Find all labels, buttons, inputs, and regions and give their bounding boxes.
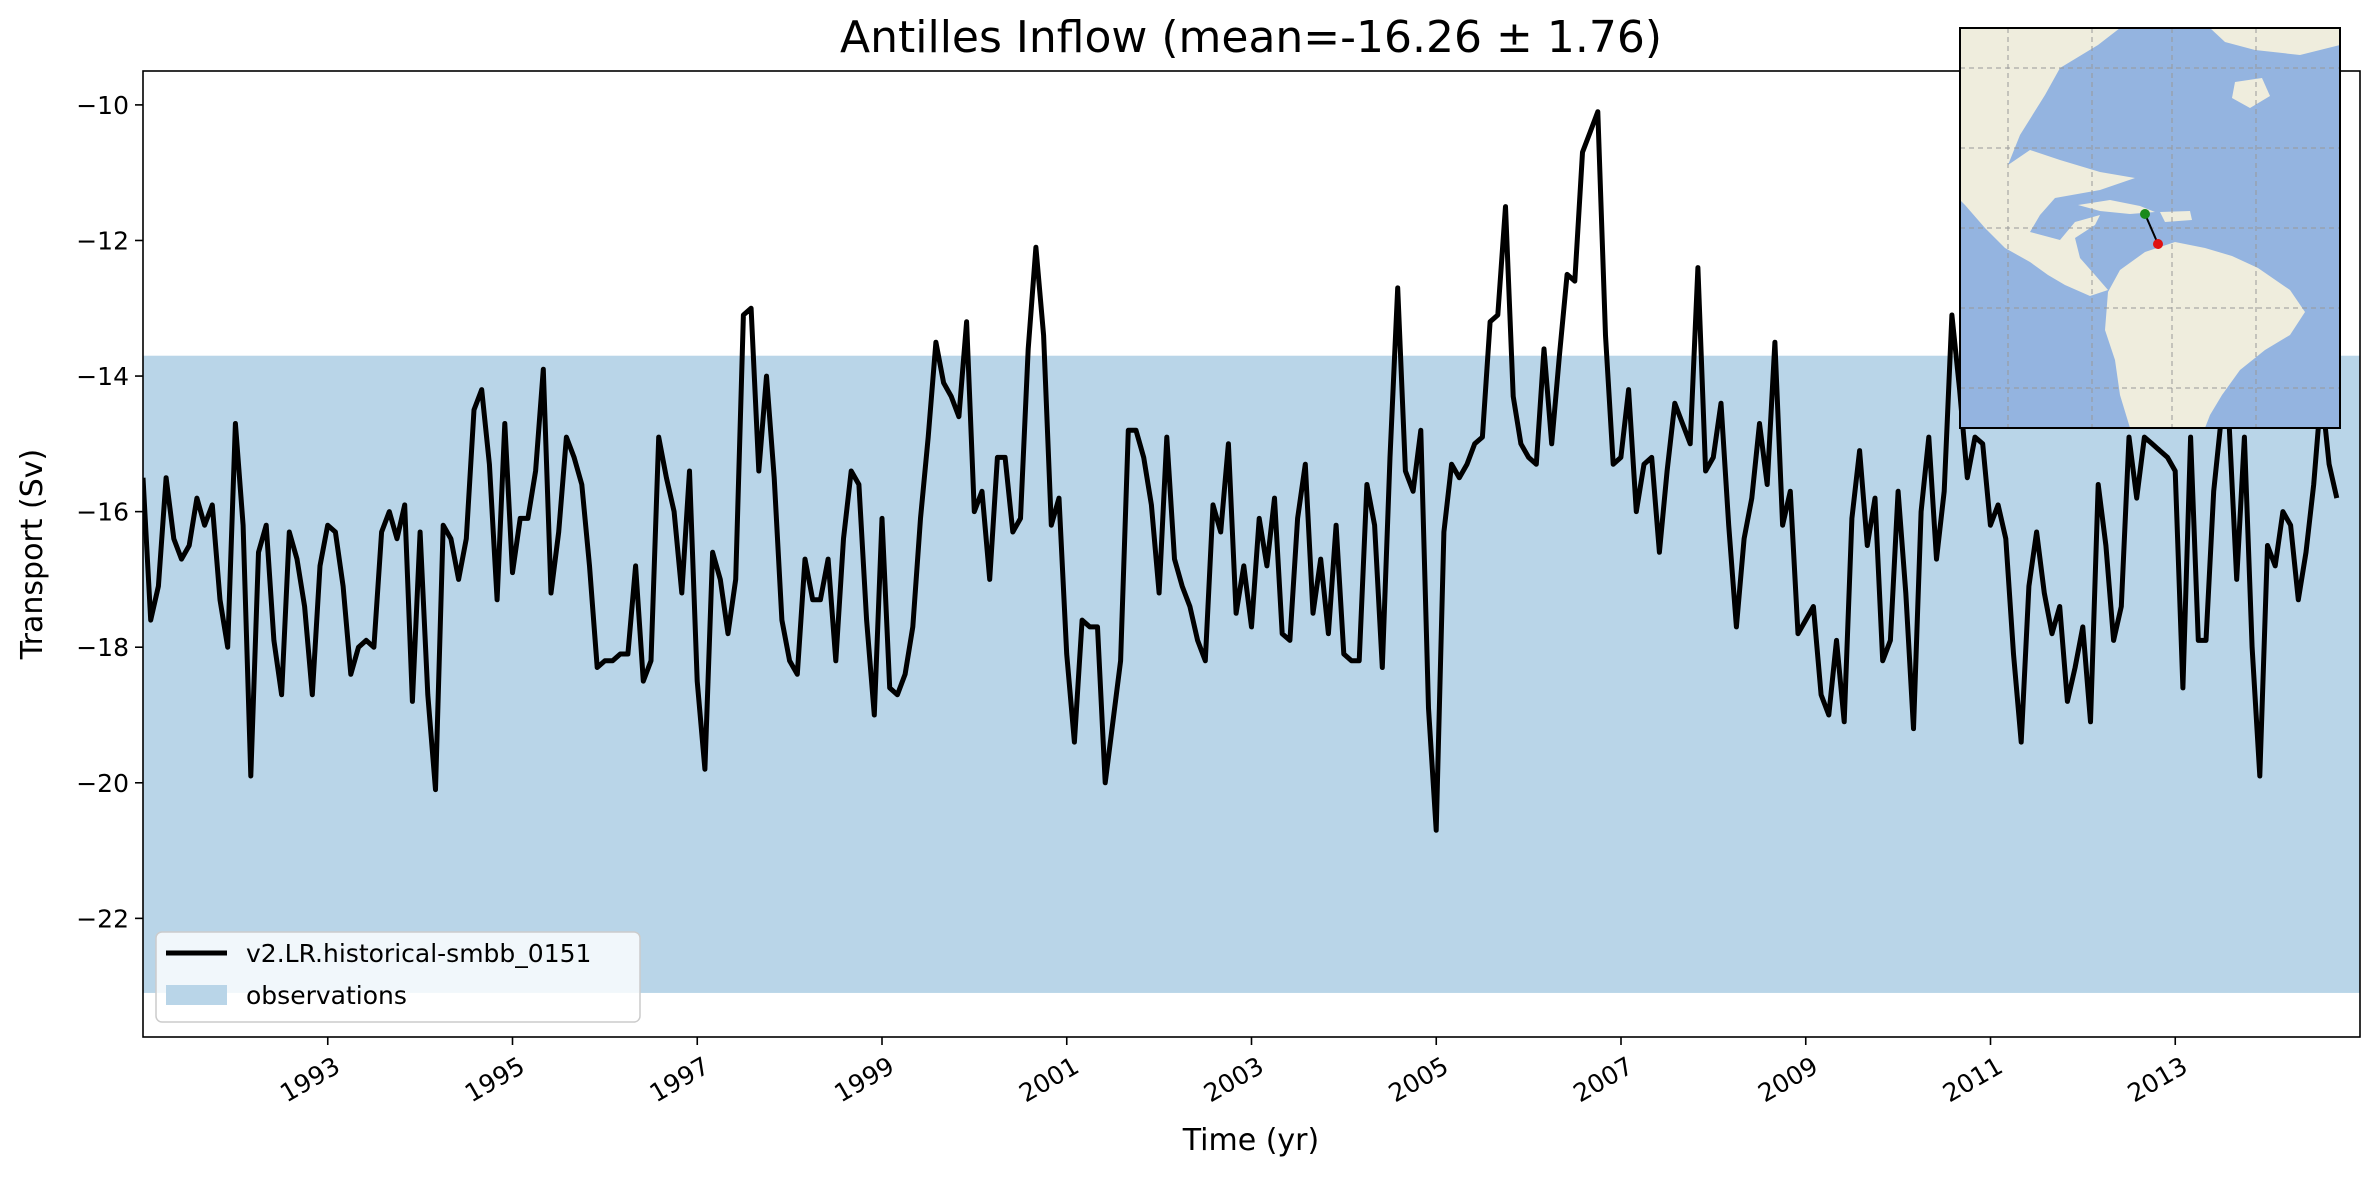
map-transect xyxy=(2144,213,2159,245)
map-transect-start xyxy=(2140,209,2150,219)
x-tick-label: 2011 xyxy=(1938,1051,2008,1108)
y-tick-label: −22 xyxy=(76,904,129,933)
x-tick-label: 1997 xyxy=(645,1051,715,1108)
x-tick-label: 1993 xyxy=(275,1051,345,1108)
inset-map xyxy=(1959,27,2341,429)
observations-band xyxy=(143,355,2360,993)
x-tick-label: 2003 xyxy=(1199,1051,1269,1108)
map-north-america xyxy=(1960,28,2135,296)
map-cuba xyxy=(2078,200,2155,214)
legend-band-swatch xyxy=(166,985,227,1005)
map-frame xyxy=(1959,27,2341,429)
y-tick-label: −10 xyxy=(76,91,129,120)
y-tick-label: −16 xyxy=(76,498,129,527)
x-tick-label: 2001 xyxy=(1014,1051,1084,1108)
map-land xyxy=(1960,28,2340,428)
y-tick-label: −12 xyxy=(76,226,129,255)
map-greenland xyxy=(2210,28,2340,55)
map-transect-end xyxy=(2153,239,2163,249)
x-tick-label: 2013 xyxy=(2123,1051,2193,1108)
map-south-america xyxy=(2105,242,2305,428)
y-axis: −22 −20 −18 −16 −14 −12 −10 xyxy=(76,91,143,933)
x-tick-label: 1999 xyxy=(829,1051,899,1108)
legend-observations-label: observations xyxy=(246,981,407,1010)
x-tick-label: 2009 xyxy=(1753,1051,1823,1108)
map-newfoundland xyxy=(2232,78,2270,108)
series-line xyxy=(143,109,2340,833)
x-tick-label: 2007 xyxy=(1568,1051,1638,1108)
legend-box xyxy=(155,931,641,1023)
y-tick-label: −14 xyxy=(76,362,129,391)
legend-series-label: v2.LR.historical-smbb_0151 xyxy=(246,939,591,968)
map-hispaniola xyxy=(2160,211,2192,222)
x-tick-label: 1995 xyxy=(460,1051,530,1108)
legend: v2.LR.historical-smbb_0151 observations xyxy=(155,931,641,1023)
x-axis-label: Time (yr) xyxy=(1182,1123,1319,1158)
chart-title: Antilles Inflow (mean=-16.26 ± 1.76) xyxy=(840,12,1662,63)
x-tick-label: 2005 xyxy=(1384,1051,1454,1108)
y-tick-label: −18 xyxy=(76,633,129,662)
y-tick-label: −20 xyxy=(76,769,129,798)
y-axis-label: Transport (Sv) xyxy=(15,449,50,661)
x-axis: 1993 1995 1997 1999 2001 2003 2005 2007 2009 2011… xyxy=(275,1037,2192,1108)
